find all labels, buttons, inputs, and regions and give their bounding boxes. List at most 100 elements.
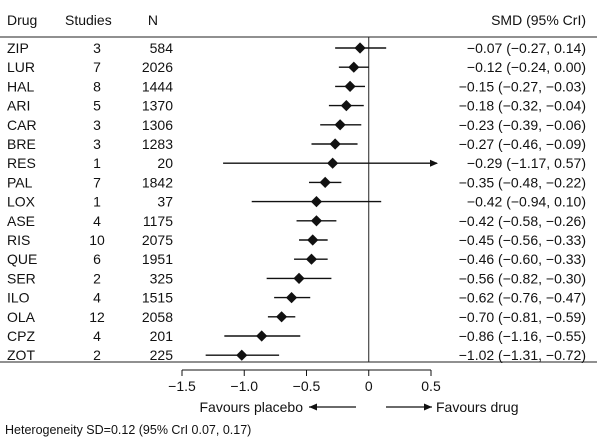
header-drug: Drug bbox=[7, 12, 37, 28]
participants-n: 20 bbox=[157, 155, 173, 171]
forest-row: CAR 3 1306 −0.23 (−0.39, −0.06) bbox=[7, 117, 586, 133]
forest-row: LUR 7 2026 −0.12 (−0.24, 0.00) bbox=[7, 59, 586, 75]
forest-rows: ZIP 3 584 −0.07 (−0.27, 0.14)LUR 7 2026 −0.12 … bbox=[7, 40, 586, 363]
effect-estimate: −0.12 (−0.24, 0.00) bbox=[467, 59, 586, 75]
ci-truncated-arrow bbox=[430, 159, 438, 167]
point-estimate bbox=[310, 196, 323, 208]
right-arrow-icon bbox=[386, 403, 432, 411]
participants-n: 2075 bbox=[142, 232, 173, 248]
forest-row: RES 1 20 −0.29 (−1.17, 0.57) bbox=[7, 155, 586, 171]
forest-row: QUE 6 1951 −0.46 (−0.60, −0.33) bbox=[7, 251, 586, 267]
favours-placebo-label: Favours placebo bbox=[199, 399, 303, 415]
studies-count: 2 bbox=[93, 347, 101, 363]
participants-n: 201 bbox=[150, 328, 174, 344]
effect-estimate: −0.42 (−0.58, −0.26) bbox=[459, 213, 586, 229]
drug-label: QUE bbox=[7, 251, 37, 267]
participants-n: 1842 bbox=[142, 174, 173, 190]
studies-count: 4 bbox=[93, 328, 101, 344]
effect-estimate: −0.18 (−0.32, −0.04) bbox=[459, 98, 586, 114]
participants-n: 1951 bbox=[142, 251, 173, 267]
x-tick-label: 0 bbox=[365, 378, 373, 394]
studies-count: 6 bbox=[93, 251, 101, 267]
studies-count: 5 bbox=[93, 98, 101, 114]
drug-label: ZOT bbox=[7, 347, 35, 363]
point-estimate bbox=[354, 42, 366, 54]
participants-n: 2026 bbox=[142, 59, 173, 75]
effect-estimate: −0.70 (−0.81, −0.59) bbox=[459, 309, 586, 325]
studies-count: 3 bbox=[93, 136, 101, 152]
point-estimate bbox=[310, 215, 323, 227]
forest-row: ZIP 3 584 −0.07 (−0.27, 0.14) bbox=[7, 40, 586, 56]
drug-label: LOX bbox=[7, 194, 36, 210]
drug-label: ASE bbox=[7, 213, 35, 229]
studies-count: 10 bbox=[89, 232, 105, 248]
effect-estimate: −0.62 (−0.76, −0.47) bbox=[459, 290, 586, 306]
effect-estimate: −0.23 (−0.39, −0.06) bbox=[459, 117, 586, 133]
drug-label: PAL bbox=[7, 174, 33, 190]
studies-count: 8 bbox=[93, 78, 101, 94]
forest-row: ASE 4 1175 −0.42 (−0.58, −0.26) bbox=[7, 213, 586, 229]
point-estimate bbox=[305, 253, 318, 265]
forest-row: SER 2 325 −0.56 (−0.82, −0.30) bbox=[7, 270, 586, 286]
forest-row: BRE 3 1283 −0.27 (−0.46, −0.09) bbox=[7, 136, 586, 152]
drug-label: ZIP bbox=[7, 40, 29, 56]
point-estimate bbox=[348, 61, 360, 73]
studies-count: 4 bbox=[93, 213, 101, 229]
drug-label: SER bbox=[7, 270, 36, 286]
x-tick-label: 0.5 bbox=[421, 378, 441, 394]
studies-count: 12 bbox=[89, 309, 105, 325]
drug-label: RIS bbox=[7, 232, 30, 248]
point-estimate bbox=[327, 157, 339, 169]
x-tick-label: −1.0 bbox=[230, 378, 258, 394]
effect-estimate: −1.02 (−1.31, −0.72) bbox=[459, 347, 586, 363]
participants-n: 1515 bbox=[142, 290, 173, 306]
drug-label: LUR bbox=[7, 59, 35, 75]
studies-count: 1 bbox=[93, 194, 101, 210]
effect-estimate: −0.29 (−1.17, 0.57) bbox=[467, 155, 586, 171]
point-estimate bbox=[236, 349, 248, 361]
drug-label: HAL bbox=[7, 78, 34, 94]
participants-n: 2058 bbox=[142, 309, 173, 325]
point-estimate bbox=[344, 80, 356, 92]
effect-estimate: −0.35 (−0.48, −0.22) bbox=[459, 174, 586, 190]
point-estimate bbox=[293, 272, 305, 284]
effect-estimate: −0.42 (−0.94, 0.10) bbox=[467, 194, 586, 210]
forest-row: ZOT 2 225 −1.02 (−1.31, −0.72) bbox=[7, 347, 586, 363]
x-axis: −1.5 −1.0 −0.5 0 0.5 bbox=[168, 369, 441, 394]
participants-n: 37 bbox=[157, 194, 173, 210]
drug-label: OLA bbox=[7, 309, 36, 325]
studies-count: 1 bbox=[93, 155, 101, 171]
effect-estimate: −0.45 (−0.56, −0.33) bbox=[459, 232, 586, 248]
forest-row: ILO 4 1515 −0.62 (−0.76, −0.47) bbox=[7, 290, 586, 306]
forest-row: PAL 7 1842 −0.35 (−0.48, −0.22) bbox=[7, 174, 586, 190]
forest-row: RIS 10 2075 −0.45 (−0.56, −0.33) bbox=[7, 232, 586, 248]
drug-label: CPZ bbox=[7, 328, 35, 344]
participants-n: 225 bbox=[150, 347, 174, 363]
effect-estimate: −0.27 (−0.46, −0.09) bbox=[459, 136, 586, 152]
drug-label: ARI bbox=[7, 98, 30, 114]
effect-estimate: −0.46 (−0.60, −0.33) bbox=[459, 251, 586, 267]
forest-row: HAL 8 1444 −0.15 (−0.27, −0.03) bbox=[7, 78, 586, 94]
forest-row: OLA 12 2058 −0.70 (−0.81, −0.59) bbox=[7, 309, 586, 325]
x-tick-label: −0.5 bbox=[293, 378, 321, 394]
forest-row: LOX 1 37 −0.42 (−0.94, 0.10) bbox=[7, 194, 586, 210]
studies-count: 7 bbox=[93, 174, 101, 190]
participants-n: 1283 bbox=[142, 136, 173, 152]
effect-estimate: −0.07 (−0.27, 0.14) bbox=[467, 40, 586, 56]
header-effect: SMD (95% CrI) bbox=[491, 12, 586, 28]
drug-label: CAR bbox=[7, 117, 37, 133]
left-arrow-icon bbox=[309, 403, 356, 411]
header-n: N bbox=[148, 12, 158, 28]
heterogeneity-footnote: Heterogeneity SD=0.12 (95% CrI 0.07, 0.1… bbox=[5, 423, 251, 437]
participants-n: 1370 bbox=[142, 98, 173, 114]
effect-estimate: −0.56 (−0.82, −0.30) bbox=[459, 270, 586, 286]
point-estimate bbox=[334, 119, 346, 131]
drug-label: ILO bbox=[7, 290, 30, 306]
studies-count: 3 bbox=[93, 117, 101, 133]
participants-n: 325 bbox=[150, 270, 174, 286]
drug-label: RES bbox=[7, 155, 36, 171]
studies-count: 4 bbox=[93, 290, 101, 306]
forest-row: ARI 5 1370 −0.18 (−0.32, −0.04) bbox=[7, 98, 586, 114]
participants-n: 1306 bbox=[142, 117, 173, 133]
drug-label: BRE bbox=[7, 136, 36, 152]
